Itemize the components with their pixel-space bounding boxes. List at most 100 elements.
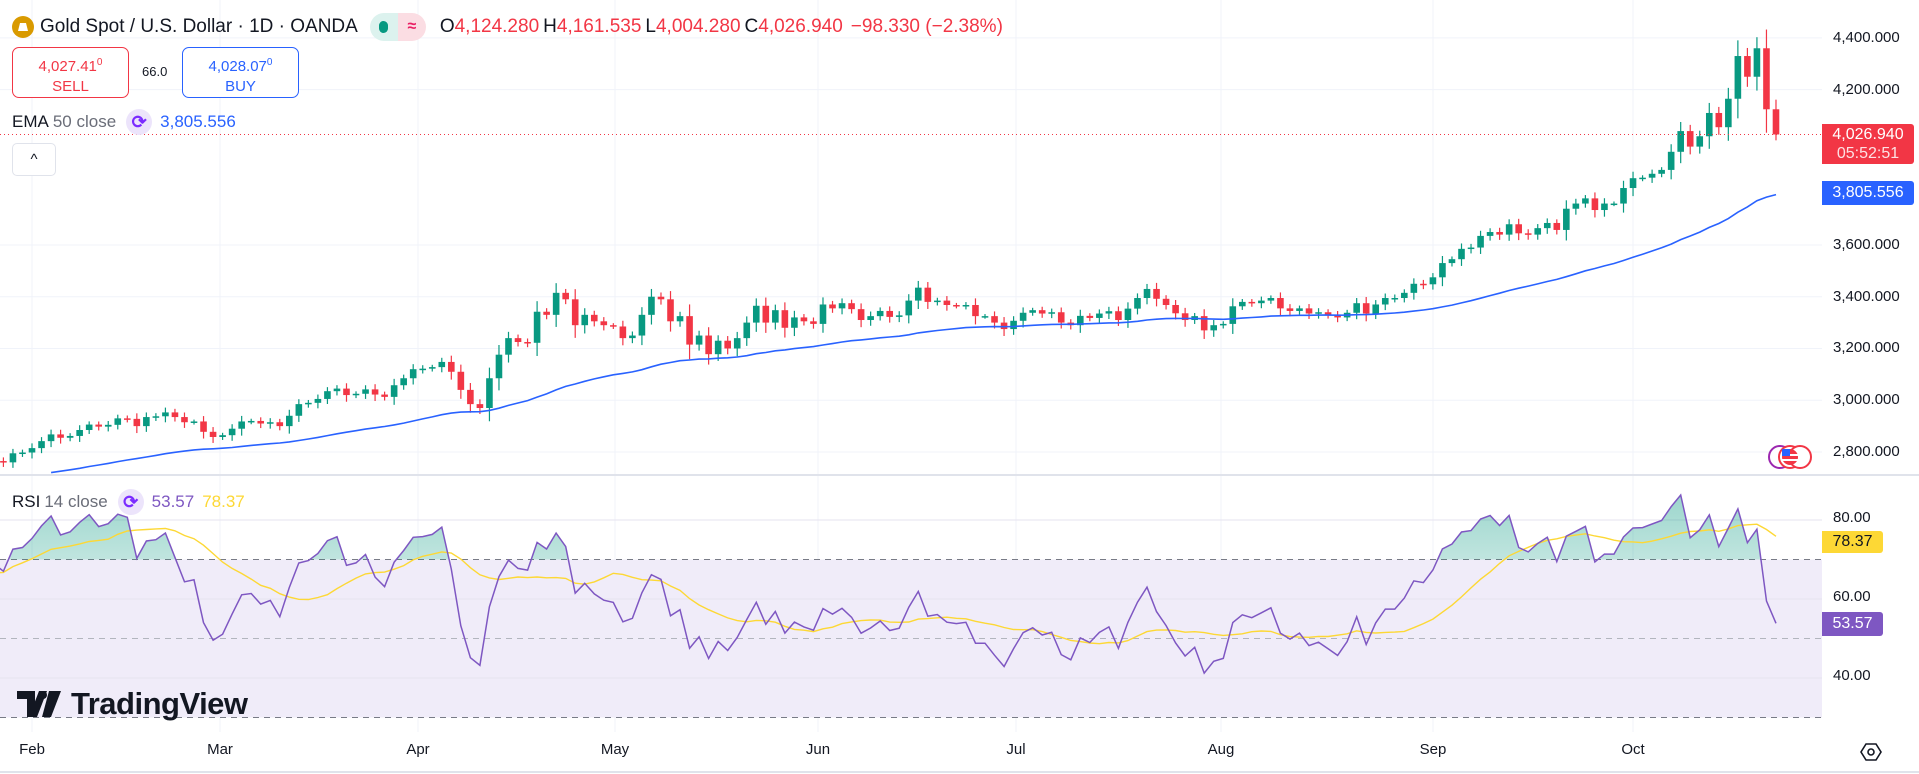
time-axis-label: Aug — [1207, 741, 1235, 758]
candle-body — [448, 361, 455, 372]
last-price: 4,026.940 — [1832, 126, 1904, 143]
candle-body — [1115, 311, 1122, 321]
candle-body — [1086, 315, 1094, 318]
candle-body — [895, 315, 903, 317]
candle-body — [838, 303, 846, 309]
candle-body — [133, 418, 141, 427]
candle-body — [667, 299, 674, 322]
candle-body — [219, 435, 226, 437]
candle-body — [1534, 228, 1542, 235]
tradingview-logo[interactable]: TradingView — [17, 686, 248, 722]
candle-body — [1181, 313, 1189, 321]
candle-body — [190, 421, 198, 423]
candle-body — [1124, 308, 1132, 321]
candle-body — [1553, 222, 1561, 230]
chart-settings-icon[interactable] — [1860, 741, 1882, 763]
candle-body — [1582, 198, 1589, 204]
candle-body — [752, 305, 760, 323]
candle-body — [1629, 178, 1637, 189]
candle-body — [1429, 277, 1437, 285]
candle-body — [800, 317, 808, 322]
candle-body — [619, 326, 627, 339]
candle-body — [228, 428, 236, 436]
candle-body — [857, 309, 865, 321]
sell-label: SELL — [52, 78, 89, 95]
sell-button[interactable]: 4,027.410 SELL — [12, 47, 129, 98]
candle-body — [1105, 311, 1113, 314]
candle-body — [1296, 308, 1303, 311]
candle-body — [1096, 313, 1103, 318]
candle-body — [762, 305, 770, 323]
candle-body — [1134, 298, 1141, 309]
collapse-legend-button[interactable]: ^ — [12, 143, 56, 176]
time-axis-label: Sep — [1419, 741, 1447, 758]
buy-button[interactable]: 4,028.070 BUY — [182, 47, 299, 98]
rsi-line — [0, 493, 1777, 675]
candle-body — [686, 316, 693, 345]
ohlc-value: 4,004.280 — [655, 16, 741, 37]
ema-legend[interactable]: EMA 50 close ⟳ 3,805.556 — [12, 109, 236, 135]
candle-body — [552, 292, 560, 315]
candle-body — [209, 431, 217, 437]
market-status-pill[interactable]: ≈ — [369, 13, 426, 41]
rsi-legend[interactable]: RSI 14 close ⟳ 53.57 78.37 — [12, 489, 245, 515]
time-axis-label: Oct — [1621, 741, 1645, 758]
candle-body — [905, 300, 913, 316]
candle-body — [1305, 308, 1313, 314]
candle-body — [1763, 48, 1770, 110]
candle-body — [381, 394, 388, 397]
candle-body — [1563, 208, 1570, 230]
us-economic-events-icon[interactable] — [1767, 444, 1815, 470]
refresh-icon[interactable]: ⟳ — [126, 109, 153, 135]
candle-body — [1677, 131, 1684, 152]
candle-body — [743, 322, 751, 339]
candle-body — [543, 311, 550, 315]
candle-body — [867, 316, 874, 321]
candle-body — [457, 371, 465, 390]
candle-body — [981, 316, 989, 318]
candle-body — [1448, 259, 1456, 264]
refresh-icon[interactable]: ⟳ — [117, 489, 144, 515]
candle-body — [238, 421, 245, 429]
candle-body — [409, 369, 417, 379]
candle-body — [1401, 292, 1408, 299]
candle-body — [914, 287, 922, 301]
candle-body — [76, 430, 83, 436]
candle-body — [1467, 247, 1475, 250]
candle-body — [705, 335, 712, 355]
candle-body — [28, 448, 36, 453]
rsi-layer — [0, 493, 1777, 675]
tradingview-mark-icon — [17, 691, 61, 717]
candle-body — [1725, 98, 1732, 128]
candle-body — [610, 325, 617, 327]
candle-body — [476, 404, 484, 409]
rsi-axis-label: 60.00 — [1833, 588, 1871, 605]
candle-body — [1715, 112, 1723, 128]
ohlc-key: O — [439, 16, 455, 37]
rsi-name: RSI — [12, 492, 41, 511]
candle-body — [1248, 301, 1256, 304]
candle-body — [1000, 322, 1008, 330]
candle-body — [648, 296, 655, 315]
price-axis-label: 3,400.000 — [1833, 287, 1900, 305]
symbol-title[interactable]: Gold Spot / U.S. Dollar · 1D · OANDA — [40, 16, 358, 37]
candle-body — [791, 317, 798, 328]
candle-body — [1239, 301, 1246, 307]
ema-line — [50, 193, 1777, 474]
candle-body — [95, 424, 103, 427]
candle-body — [1286, 308, 1294, 311]
price-axis-label: 3,600.000 — [1833, 235, 1900, 253]
candle-body — [1496, 232, 1503, 235]
candle-body — [829, 304, 836, 309]
time-axis-label: Feb — [19, 741, 45, 758]
candle-body — [1210, 325, 1218, 331]
candle-body — [505, 338, 512, 355]
candle-body — [362, 389, 369, 394]
candle-body — [438, 361, 446, 368]
candle-body — [781, 310, 789, 328]
price-axis-label: 3,000.000 — [1833, 391, 1900, 409]
market-open-icon — [369, 13, 398, 41]
candle-body — [1372, 304, 1380, 314]
